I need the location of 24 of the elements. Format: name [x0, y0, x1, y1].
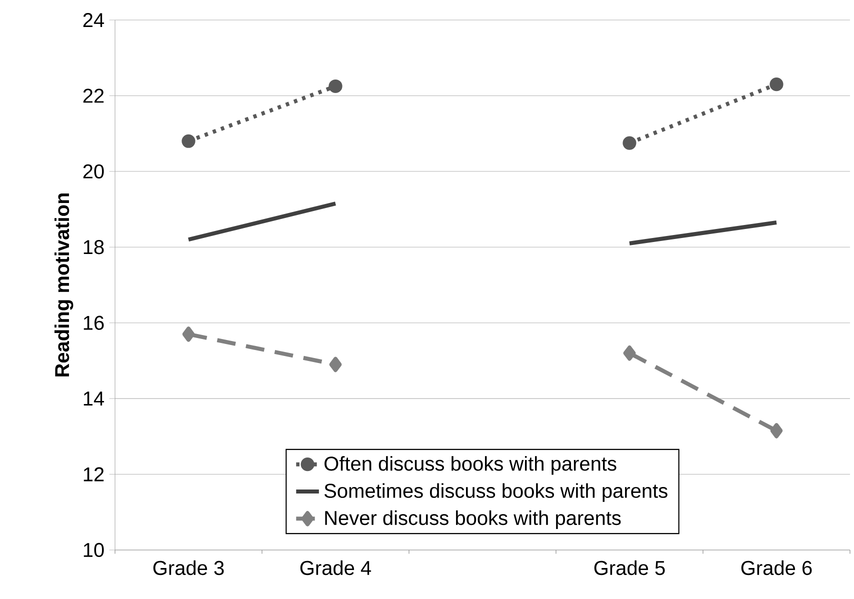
point [182, 134, 196, 148]
legend-label: Often discuss books with parents [324, 456, 616, 475]
point [623, 346, 636, 361]
x-tick-label: Grade 6 [741, 560, 812, 576]
point [182, 326, 195, 342]
point [770, 423, 783, 438]
y-tick-label: 10 [84, 542, 104, 558]
y-tick-label: 12 [84, 467, 104, 482]
y-tick-label: 16 [84, 316, 104, 330]
x-tick-label: Grade 5 [594, 560, 665, 576]
y-axis-title: Reading motivation [54, 193, 74, 376]
x-tick-label: Grade 4 [300, 560, 372, 576]
x-tick-label: Grade 3 [153, 560, 224, 576]
point [770, 78, 784, 92]
point [328, 79, 342, 94]
point [622, 136, 636, 150]
y-tick-label: 18 [84, 240, 104, 254]
point [329, 356, 342, 372]
y-tick-label: 20 [83, 164, 104, 178]
y-tick-label: 24 [83, 13, 104, 27]
y-tick-label: 14 [84, 392, 104, 406]
y-tick-label: 22 [83, 88, 104, 103]
legend-label: Never discuss books with parents [325, 510, 621, 530]
legend-label: Sometimes discuss books with parents [324, 483, 668, 502]
